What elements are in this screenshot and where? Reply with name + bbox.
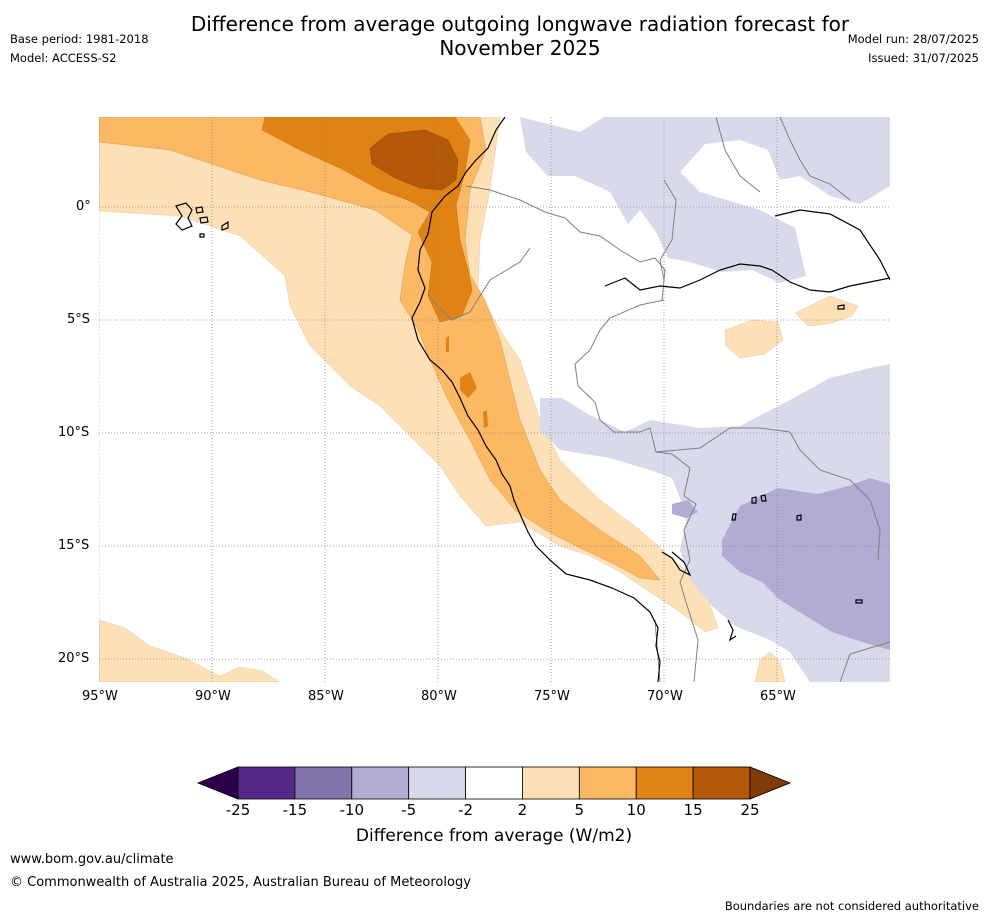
anomaly-2-5-southwest (99, 619, 281, 682)
lat-label-0: 0° (76, 199, 91, 214)
colorbar-tick-label: -10 (339, 801, 365, 819)
anomaly-2-5-south-patch (754, 651, 786, 682)
lon-label-85w: 85°W (308, 689, 344, 704)
colorbar-tick-label: -2 (458, 801, 474, 819)
anomaly-neg2-neg5-north (520, 117, 890, 283)
map-layers (99, 117, 890, 682)
lon-label-95w: 95°W (82, 689, 118, 704)
graticule (99, 117, 890, 682)
lat-label-5s: 5°S (67, 312, 91, 327)
chart-title: Difference from average outgoing longwav… (0, 12, 988, 60)
issued-label: Issued: 31/07/2025 (868, 51, 979, 65)
coastlines (175, 117, 890, 682)
model-run-label: Model run: 28/07/2025 (847, 32, 979, 46)
lon-label-65w: 65°W (760, 689, 796, 704)
base-period-label: Base period: 1981-2018 (10, 32, 149, 46)
lat-label-20s: 20°S (58, 651, 90, 666)
copyright-text: © Commonwealth of Australia 2025, Austra… (10, 875, 471, 890)
anomaly-5-10 (99, 117, 661, 581)
lat-label-15s: 15°S (58, 538, 90, 553)
lon-label-90w: 90°W (195, 689, 231, 704)
colorbar-tick-label: 15 (683, 801, 703, 819)
colorbar-tick-label: -5 (401, 801, 417, 819)
colorbar-tick-label: 2 (517, 801, 528, 819)
colorbar-tick-label: -15 (282, 801, 308, 819)
colorbar-tick-label: 5 (574, 801, 585, 819)
title-line-1: Difference from average outgoing longwav… (190, 12, 850, 36)
lon-label-70w: 70°W (647, 689, 683, 704)
lon-label-75w: 75°W (534, 689, 570, 704)
anomaly-10-15-spot-1 (460, 372, 477, 398)
anomaly-15-25 (369, 129, 459, 191)
colorbar-title: Difference from average (W/m2) (355, 826, 633, 846)
disclaimer-text: Boundaries are not considered authoritat… (724, 899, 979, 913)
anomaly-neg2-neg5-small-north (647, 146, 676, 156)
title-line-2: November 2025 (439, 36, 601, 60)
model-label: Model: ACCESS-S2 (10, 51, 117, 65)
anomaly-10-15-spot-2 (483, 410, 488, 428)
anomaly-2-5-coast-patch (794, 295, 859, 327)
colorbar-tick-label: 25 (740, 801, 760, 819)
colorbar-tick-label: 10 (626, 801, 646, 819)
colorbar-tick-label: -25 (225, 801, 251, 819)
lat-label-10s: 10°S (58, 425, 90, 440)
website-link[interactable]: www.bom.gov.au/climate (10, 852, 174, 867)
anomaly-10-15-spot-3 (446, 336, 449, 352)
lon-label-80w: 80°W (421, 689, 457, 704)
anomaly-neg5-neg10 (722, 478, 890, 650)
